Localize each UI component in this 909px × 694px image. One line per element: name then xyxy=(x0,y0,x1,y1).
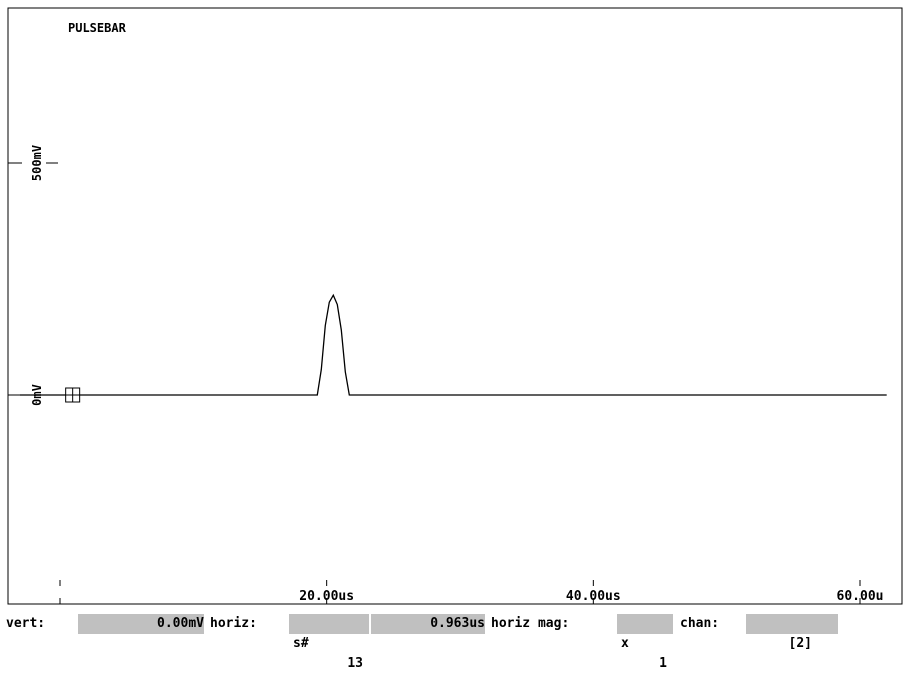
chan-label: chan: xyxy=(680,616,720,631)
sample-number-field[interactable]: s# 13 xyxy=(289,614,369,671)
x-tick-label-1: 20.00us xyxy=(299,589,354,604)
y-tick-label-1: 500mV xyxy=(30,145,44,181)
cursor-marker-icon[interactable] xyxy=(65,387,81,403)
sample-value: 13 xyxy=(347,656,363,671)
x-tick-label-2: 40.00us xyxy=(566,589,621,604)
horiz-mag-field[interactable]: x 1 xyxy=(617,614,673,671)
sample-prefix: s# xyxy=(293,636,309,651)
vert-label: vert: xyxy=(6,616,46,631)
chart-title: PULSEBAR xyxy=(68,21,127,35)
status-bar: vert: 0.00mV horiz: s# 13 0.963us horiz … xyxy=(0,612,909,671)
channel-field[interactable]: [2] xyxy=(746,614,838,651)
waveform-trace xyxy=(20,293,887,396)
horiz-mag-label: horiz mag: xyxy=(491,616,570,631)
mag-prefix: x xyxy=(621,636,629,651)
horiz-time-field[interactable]: 0.963us xyxy=(371,614,485,634)
x-tick-label-3: 60.00u xyxy=(837,589,884,604)
plot-frame xyxy=(7,7,903,605)
channel-value: [2] xyxy=(788,636,812,651)
mag-value: 1 xyxy=(659,656,667,671)
horiz-label: horiz: xyxy=(210,616,257,631)
vert-value-field[interactable]: 0.00mV xyxy=(78,614,204,634)
